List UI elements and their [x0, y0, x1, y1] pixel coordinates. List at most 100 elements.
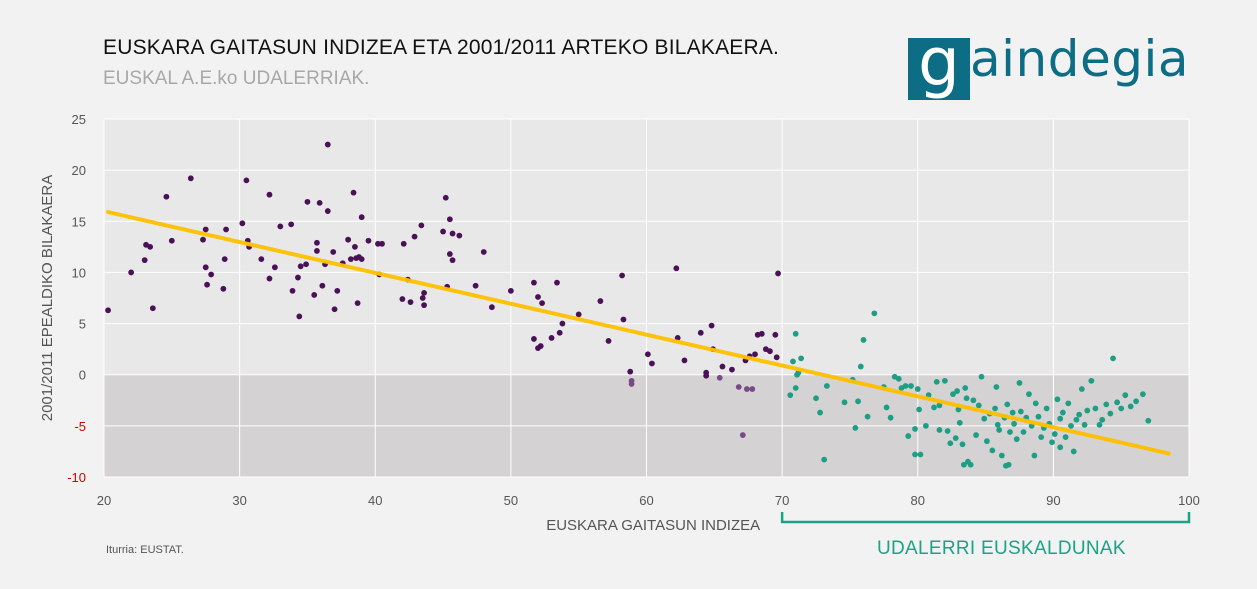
data-point	[857, 363, 864, 370]
gaindegia-logo: g aindegia	[908, 30, 1189, 102]
data-point	[304, 198, 311, 205]
data-point	[914, 386, 921, 392]
data-point	[314, 248, 320, 254]
data-point	[1026, 391, 1032, 398]
data-point	[314, 239, 320, 246]
data-point	[752, 351, 758, 358]
data-point	[1007, 429, 1013, 435]
data-point	[792, 385, 799, 391]
data-point	[559, 320, 566, 327]
data-point	[418, 222, 425, 229]
data-point	[421, 302, 427, 309]
data-point	[978, 373, 985, 380]
data-point	[480, 249, 487, 255]
data-point	[735, 384, 742, 390]
data-point	[628, 381, 635, 387]
data-point	[775, 270, 781, 277]
data-point	[912, 426, 918, 432]
data-point	[902, 383, 909, 389]
data-point	[1017, 408, 1024, 415]
data-point	[967, 461, 974, 468]
data-point	[1084, 407, 1091, 414]
data-point	[708, 322, 715, 329]
data-point	[1062, 434, 1069, 441]
data-point	[200, 236, 206, 243]
data-point	[1051, 431, 1058, 437]
data-point	[674, 334, 681, 341]
data-point	[221, 256, 228, 263]
logo-mark-letter: g	[918, 24, 960, 101]
data-point	[860, 337, 867, 343]
data-point	[239, 220, 246, 227]
data-point	[147, 243, 154, 250]
data-point	[1065, 400, 1072, 407]
data-point	[141, 257, 148, 264]
data-point	[449, 257, 456, 264]
data-point	[288, 221, 295, 228]
data-point	[554, 279, 560, 286]
data-point	[271, 264, 278, 271]
data-point	[440, 228, 446, 235]
data-point	[950, 391, 956, 398]
data-point	[507, 287, 514, 294]
data-point	[537, 343, 544, 349]
data-point	[955, 406, 962, 413]
x-tick-label: 60	[639, 493, 653, 508]
data-point	[936, 427, 943, 433]
x-tick-label: 90	[1046, 493, 1060, 508]
data-point	[936, 402, 943, 409]
data-point	[852, 425, 859, 431]
data-point	[1073, 416, 1080, 423]
data-point	[821, 456, 828, 463]
y-tick-label: 5	[79, 317, 86, 332]
data-point	[1099, 416, 1106, 423]
data-point	[947, 440, 954, 447]
data-point	[905, 433, 912, 439]
data-point	[365, 237, 372, 244]
data-point	[1122, 392, 1129, 399]
data-point	[996, 427, 1003, 433]
data-point	[758, 330, 765, 337]
data-point	[446, 216, 453, 223]
data-point	[379, 240, 385, 247]
data-point	[1114, 399, 1121, 406]
data-point	[202, 264, 209, 271]
data-point	[442, 194, 449, 201]
data-point	[400, 240, 407, 247]
data-point	[1038, 434, 1045, 441]
data-point	[1013, 436, 1020, 443]
data-point	[749, 386, 756, 392]
data-point	[539, 300, 545, 307]
y-tick-label: 25	[72, 112, 86, 127]
data-point	[973, 432, 979, 438]
x-tick-label: 100	[1178, 493, 1200, 508]
data-point	[358, 256, 365, 263]
data-point	[330, 249, 337, 255]
data-point	[419, 295, 426, 301]
data-point	[548, 334, 555, 341]
data-point	[871, 310, 878, 317]
data-point	[649, 360, 655, 367]
data-point	[1035, 413, 1042, 420]
data-point	[324, 141, 331, 148]
data-point	[627, 368, 634, 375]
data-point	[1145, 417, 1152, 424]
y-tick-label: 10	[72, 265, 86, 280]
data-point	[449, 230, 456, 237]
data-point	[992, 405, 998, 412]
y-tick-label: 20	[72, 163, 86, 178]
data-point	[1031, 452, 1038, 459]
data-point	[535, 294, 541, 300]
data-point	[352, 243, 358, 250]
data-point	[1076, 411, 1083, 418]
data-point	[597, 298, 604, 304]
data-point	[773, 354, 780, 361]
data-point	[817, 409, 823, 416]
data-point	[790, 358, 796, 365]
data-point	[1127, 403, 1134, 410]
data-point	[375, 240, 381, 247]
data-point	[399, 296, 406, 302]
x-tick-label: 30	[232, 493, 246, 508]
data-point	[673, 265, 680, 272]
data-point	[297, 263, 304, 270]
